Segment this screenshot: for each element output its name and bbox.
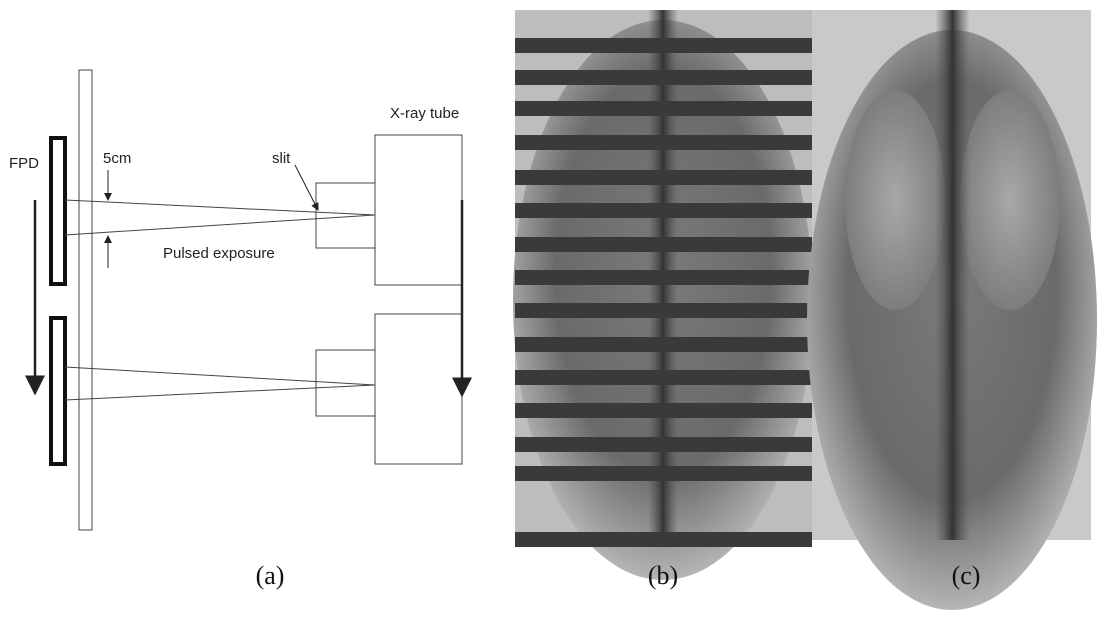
label: Pulsed exposure [163,245,275,262]
fpd-bottom [51,318,65,464]
slit-arrow [295,165,318,210]
caption: (a) [256,561,285,590]
lung [845,90,945,310]
beam [65,200,375,400]
xray-image-b [513,10,813,580]
caption: (b) [648,561,678,590]
stripe [515,237,812,252]
stripe [515,370,812,385]
figure: X-ray tube FPD 5cm slit Pulsed exposure … [0,0,1104,619]
lung [960,90,1060,310]
fpd-top [51,138,65,284]
label: X-ray tube [390,105,459,122]
label: 5cm [103,150,131,167]
plate [79,70,92,530]
stripe [515,532,812,547]
stripe [515,70,812,85]
tube-bottom [375,314,462,464]
stripe [515,170,812,185]
stripe [515,270,812,285]
stripe [515,38,812,53]
caption: (c) [952,561,981,590]
stripe [515,437,812,452]
stripe [515,337,812,352]
spine [935,10,970,540]
diagram: X-ray tube FPD 5cm slit Pulsed exposure [9,70,462,530]
stripe [515,303,812,318]
stripe [515,135,812,150]
label: FPD [9,155,39,172]
tube-top [375,135,462,285]
stripe [515,203,812,218]
stripe [515,466,812,481]
stripe [515,101,812,116]
xray-image-c [807,10,1097,610]
stripe [515,403,812,418]
label: slit [272,150,291,167]
